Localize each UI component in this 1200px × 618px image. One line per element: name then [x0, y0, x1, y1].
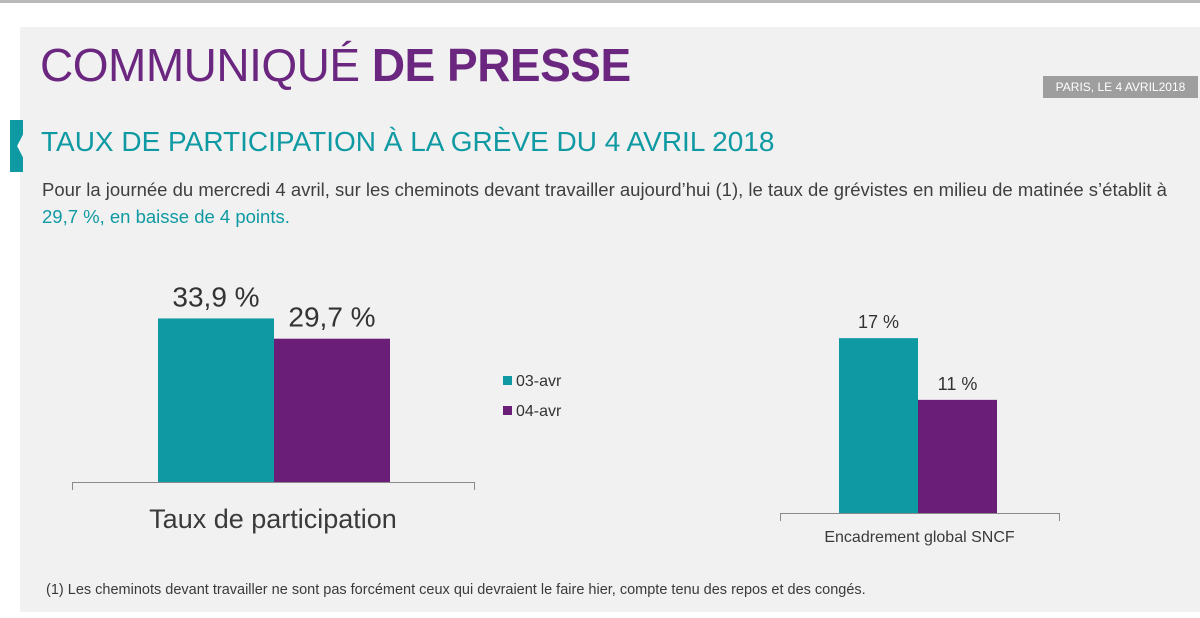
category-label-1: Taux de participation	[149, 504, 397, 534]
top-rule	[0, 0, 1200, 3]
data-label-2-04-avr: 11 %	[938, 374, 978, 394]
legend-swatch-03-avr	[503, 376, 512, 385]
section-subtitle: TAUX DE PARTICIPATION À LA GRÈVE DU 4 AV…	[41, 126, 775, 157]
footnote: (1) Les cheminots devant travailler ne s…	[46, 582, 866, 598]
section-marker-icon	[10, 120, 23, 172]
data-label-1-04-avr: 29,7 %	[288, 302, 375, 333]
legend-swatch-04-avr	[503, 406, 512, 415]
bar-2-04-avr	[918, 399, 997, 513]
bar-1-03-avr	[158, 318, 274, 482]
intro-highlight: 29,7 %, en baisse de 4 points.	[42, 206, 290, 227]
page-title: COMMUNIQUÉ DE PRESSE	[40, 38, 631, 92]
title-bold: DE PRESSE	[371, 39, 631, 91]
category-label-2: Encadrement global SNCF	[824, 529, 1015, 546]
bar-1-04-avr	[274, 338, 390, 482]
data-label-1-03-avr: 33,9 %	[172, 281, 259, 312]
legend-label-04-avr: 04-avr	[516, 403, 562, 420]
intro-text: Pour la journée du mercredi 4 avril, sur…	[42, 179, 1167, 200]
dateline-badge: PARIS, LE 4 AVRIL2018	[1043, 76, 1198, 98]
bar-2-03-avr	[839, 338, 918, 513]
legend-label-03-avr: 03-avr	[516, 373, 562, 390]
title-light: COMMUNIQUÉ	[40, 39, 360, 91]
intro-paragraph: Pour la journée du mercredi 4 avril, sur…	[42, 176, 1192, 230]
data-label-2-03-avr: 17 %	[858, 312, 899, 332]
